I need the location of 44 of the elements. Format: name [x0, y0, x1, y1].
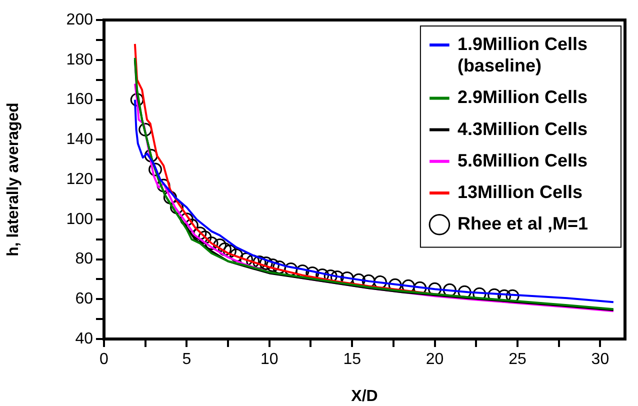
- point: [170, 200, 184, 214]
- x-tick-label: 20: [426, 351, 444, 368]
- y-tick-label: 60: [75, 290, 94, 308]
- y-tick-label: 140: [66, 131, 94, 148]
- x-tick-label: 30: [591, 351, 610, 368]
- x-tick-label: 5: [182, 351, 192, 368]
- x-tick-label: 0: [100, 351, 109, 368]
- y-tick-label: 80: [75, 250, 94, 268]
- point: [156, 178, 170, 192]
- legend-label: 5.6Million Cells: [457, 150, 588, 170]
- point: [193, 226, 207, 240]
- legend-label: Rhee et al ,M=1: [457, 214, 588, 234]
- point: [130, 93, 144, 106]
- point: [284, 262, 298, 276]
- point: [230, 248, 244, 262]
- point: [204, 236, 218, 250]
- point: [213, 238, 227, 252]
- point: [373, 275, 387, 289]
- y-tick-label: 200: [66, 11, 94, 28]
- x-axis-title: X/D: [351, 388, 378, 405]
- y-tick-label: 180: [66, 51, 94, 68]
- y-tick-label: 160: [66, 91, 94, 108]
- point: [138, 122, 152, 136]
- y-axis-title: h, laterally averaged: [5, 102, 22, 256]
- x-tick-label: 25: [508, 351, 526, 368]
- point: [218, 242, 232, 256]
- point: [163, 190, 177, 204]
- x-tick-label: 10: [260, 351, 278, 368]
- x-tick-label: 15: [343, 351, 362, 368]
- legend-label: 4.3Million Cells: [457, 118, 588, 139]
- point: [266, 258, 280, 272]
- point: [180, 212, 194, 226]
- legend-label: 1.9Million Cells (baseline): [457, 34, 588, 76]
- point: [198, 230, 212, 244]
- point: [144, 148, 158, 162]
- y-tick-label: 100: [66, 210, 94, 228]
- point: [252, 255, 266, 269]
- legend-label: 13Million Cells: [457, 182, 582, 202]
- legend-label: 2.9Million Cells: [457, 87, 588, 108]
- y-tick-label: 120: [66, 170, 94, 188]
- y-tick-label: 40: [75, 330, 94, 348]
- point: [148, 162, 162, 176]
- point: [259, 256, 273, 270]
- point: [272, 260, 286, 274]
